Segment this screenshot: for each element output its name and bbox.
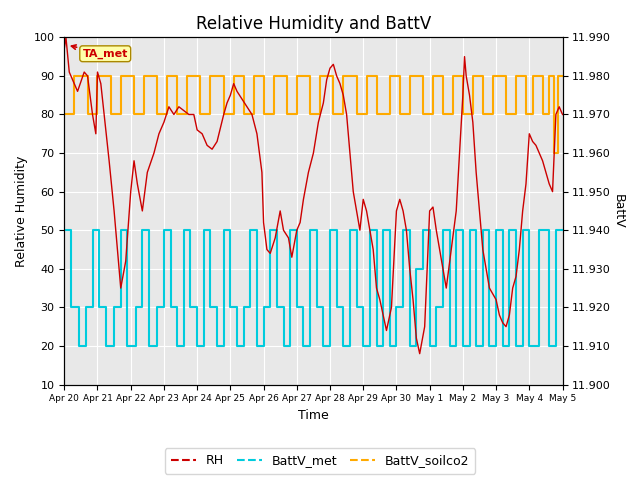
- Title: Relative Humidity and BattV: Relative Humidity and BattV: [196, 15, 431, 33]
- X-axis label: Time: Time: [298, 409, 329, 422]
- Y-axis label: Relative Humidity: Relative Humidity: [15, 155, 28, 266]
- Text: TA_met: TA_met: [72, 45, 128, 59]
- Legend: RH, BattV_met, BattV_soilco2: RH, BattV_met, BattV_soilco2: [164, 448, 476, 474]
- Y-axis label: BattV: BattV: [612, 193, 625, 228]
